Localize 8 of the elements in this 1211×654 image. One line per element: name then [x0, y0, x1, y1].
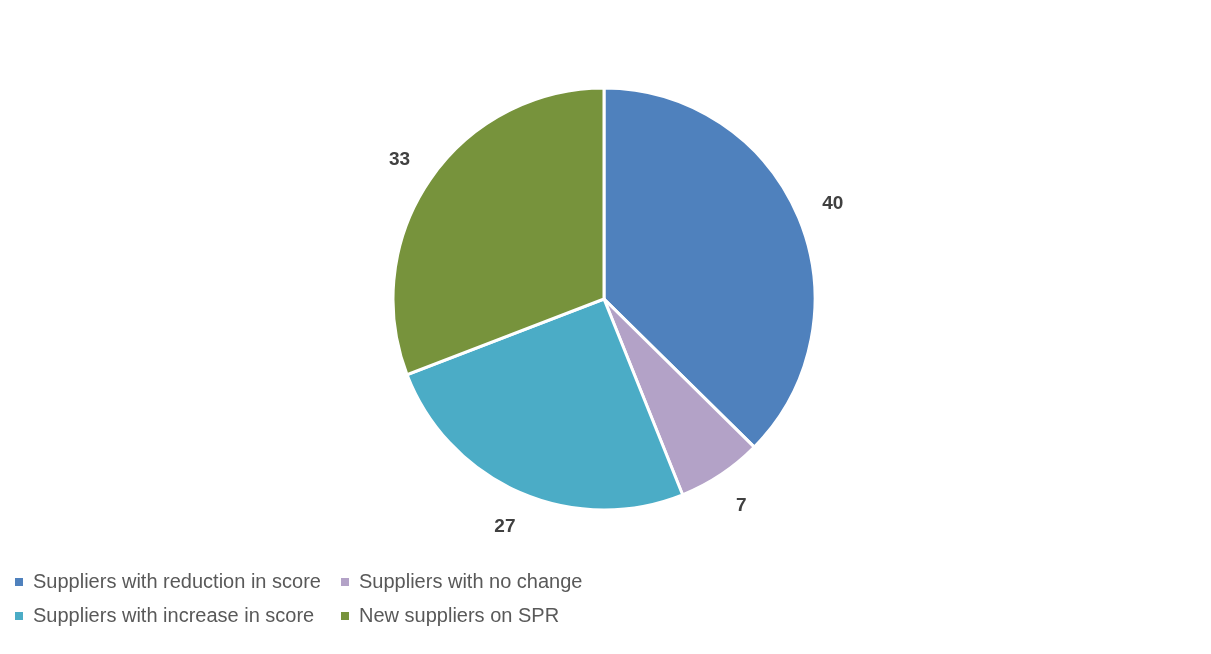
data-label: 7 — [736, 494, 747, 516]
legend-label: Suppliers with increase in score — [33, 604, 315, 626]
legend-label: New suppliers on SPR — [359, 604, 560, 626]
data-label: 27 — [494, 515, 516, 537]
legend-label: Suppliers with no change — [359, 570, 583, 592]
data-label: 33 — [389, 147, 411, 169]
data-label: 40 — [822, 192, 844, 214]
legend-label: Suppliers with reduction in score — [33, 570, 321, 592]
